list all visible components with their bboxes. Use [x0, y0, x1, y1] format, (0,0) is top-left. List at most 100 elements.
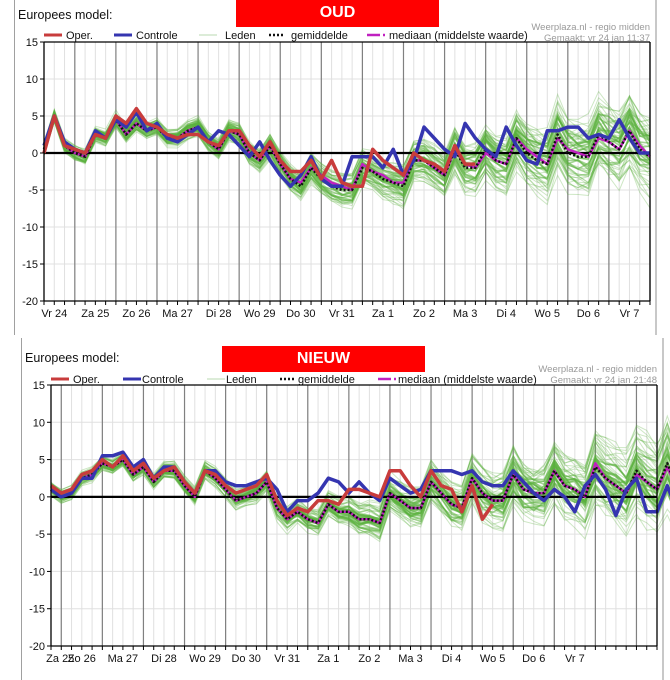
- leden-member-line: [50, 427, 670, 515]
- x-day-label: Do 30: [231, 653, 260, 665]
- x-day-label: Za 25: [46, 653, 74, 665]
- legend-label-oper: Oper.: [66, 30, 93, 42]
- y-tick-label: -20: [22, 296, 38, 308]
- credit: Weerplaza.nl - regio midden Gemaakt: vr …: [538, 364, 657, 386]
- ensemble-chart-nieuw: Oper. Controle Leden gemiddelde mediaan …: [29, 374, 670, 665]
- leden-member-line: [43, 117, 651, 204]
- leden-member-line: [50, 414, 670, 511]
- x-day-label: Ma 3: [453, 308, 477, 320]
- panel-border-left: [21, 338, 22, 680]
- panel-border-left: [14, 0, 15, 335]
- y-tick-label: 10: [26, 74, 38, 86]
- legend-label-gemiddelde: gemiddelde: [291, 30, 348, 42]
- credit-source: Weerplaza.nl - regio midden: [531, 22, 650, 33]
- panel-border-right: [655, 0, 657, 335]
- y-tick-label: -20: [29, 641, 45, 653]
- banner-oud: OUD: [236, 0, 439, 27]
- y-tick-label: 0: [32, 148, 38, 160]
- x-day-label: Zo 26: [68, 653, 96, 665]
- y-tick-label: 15: [26, 37, 38, 49]
- y-tick-label: 0: [39, 492, 45, 504]
- x-day-label: Wo 29: [244, 308, 276, 320]
- x-day-label: Za 25: [81, 308, 109, 320]
- leden-member-line: [50, 465, 670, 540]
- leden-member-line: [43, 119, 651, 202]
- legend-label-leden: Leden: [226, 374, 257, 386]
- legend-label-leden: Leden: [225, 30, 256, 42]
- axes: [43, 41, 651, 302]
- y-tick-label: 15: [33, 380, 45, 392]
- leden-member-line: [50, 463, 670, 540]
- legend: Oper. Controle Leden gemiddelde mediaan …: [44, 30, 528, 42]
- x-day-label: Vr 24: [41, 308, 67, 320]
- panel-border-right: [662, 338, 664, 680]
- oper-line: [49, 454, 495, 521]
- x-day-label: Za 1: [317, 653, 339, 665]
- y-tick-label: -10: [29, 566, 45, 578]
- legend-label-controle: Controle: [136, 30, 178, 42]
- x-day-label: Wo 5: [535, 308, 560, 320]
- x-day-label: Ma 3: [398, 653, 422, 665]
- x-day-label: Do 30: [286, 308, 315, 320]
- ensemble-chart-oud: Oper. Controle Leden gemiddelde mediaan …: [22, 30, 651, 320]
- oper-line: [42, 106, 476, 189]
- x-day-label: Di 28: [151, 653, 177, 665]
- grid-day: [60, 385, 638, 646]
- model-label: Europees model:: [18, 8, 113, 22]
- leden-member-line: [50, 462, 670, 543]
- x-day-label: Do 6: [577, 308, 600, 320]
- x-day-label: Za 1: [372, 308, 394, 320]
- credit-timestamp: Gemaakt: vr 24 jan 11:37: [544, 33, 650, 44]
- x-day-label: Ma 27: [162, 308, 193, 320]
- model-label: Europees model:: [25, 351, 120, 365]
- legend-label-controle: Controle: [142, 374, 184, 386]
- y-tick-label: 10: [33, 417, 45, 429]
- x-day-label: Di 28: [206, 308, 232, 320]
- leden-member-line: [43, 114, 651, 197]
- leden-member-line: [43, 119, 651, 204]
- x-day-label: Do 6: [522, 653, 545, 665]
- leden-member-line: [50, 463, 670, 538]
- leden-member-line: [50, 462, 670, 534]
- controle-line: [42, 110, 650, 189]
- x-day-label: Vr 7: [620, 308, 640, 320]
- x-axis-ticks: Vr 24 Za 25 Zo 26 Ma 27 Di 28 Wo 29 Do 30 Vr 31…: [41, 301, 651, 320]
- x-day-label: Wo 29: [189, 653, 221, 665]
- banner-nieuw: NIEUW: [222, 346, 425, 372]
- x-day-label: Vr 31: [274, 653, 300, 665]
- axes: [50, 384, 658, 647]
- leden-member-line: [43, 119, 651, 210]
- y-tick-label: -15: [29, 604, 45, 616]
- credit: Weerplaza.nl - regio midden Gemaakt: vr …: [531, 22, 650, 44]
- x-day-label: Vr 7: [565, 653, 585, 665]
- x-day-label: Zo 2: [358, 653, 380, 665]
- legend-label-mediaan: mediaan (middelste waarde): [398, 374, 537, 386]
- y-axis-ticks: 15 10 5 0 -5 -10 -15 -20: [22, 37, 44, 308]
- main-series: [49, 450, 670, 525]
- y-tick-label: -10: [22, 222, 38, 234]
- x-day-label: Wo 5: [480, 653, 505, 665]
- y-tick-label: -5: [35, 529, 45, 541]
- main-series: [42, 106, 651, 192]
- leden-member-line: [50, 435, 670, 518]
- y-tick-label: -15: [22, 259, 38, 271]
- chart-panel-oud: Europees model: OUD Weerplaza.nl - regio…: [0, 0, 670, 335]
- legend: Oper. Controle Leden gemiddelde mediaan …: [51, 374, 537, 386]
- x-day-label: Zo 2: [413, 308, 435, 320]
- credit-timestamp: Gemaakt: vr 24 jan 21:48: [550, 375, 657, 386]
- gemiddelde-line: [50, 458, 670, 525]
- x-day-label: Ma 27: [108, 653, 139, 665]
- chart-panel-nieuw: Europees model: NIEUW Weerplaza.nl - reg…: [0, 338, 670, 680]
- x-day-label: Di 4: [442, 653, 462, 665]
- legend-label-mediaan: mediaan (middelste waarde): [389, 30, 528, 42]
- credit-source: Weerplaza.nl - regio midden: [538, 364, 657, 375]
- leden-member-line: [43, 120, 651, 209]
- x-day-label: Di 4: [496, 308, 516, 320]
- y-axis-ticks: 15 10 5 0 -5 -10 -15 -20: [29, 380, 51, 653]
- leden-member-line: [43, 119, 651, 207]
- y-tick-label: -5: [28, 185, 38, 197]
- y-tick-label: 5: [39, 455, 45, 467]
- legend-label-oper: Oper.: [73, 374, 100, 386]
- x-day-label: Vr 31: [329, 308, 355, 320]
